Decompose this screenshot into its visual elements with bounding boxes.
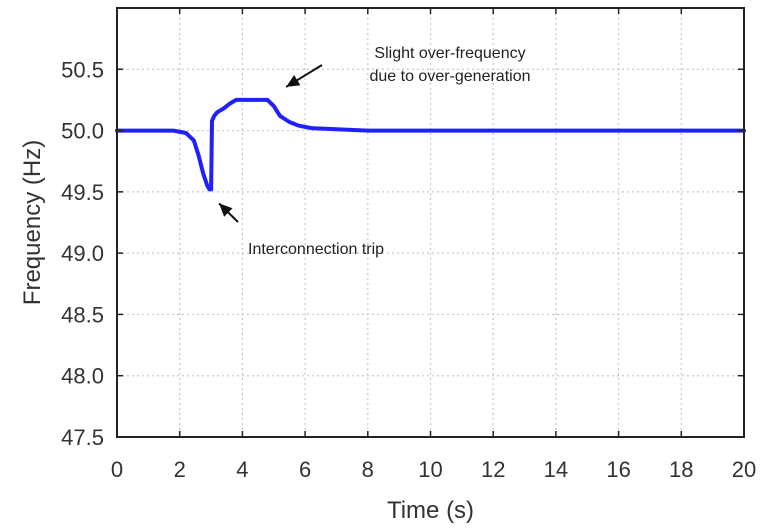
y-tick-label: 49.5 [61,180,104,205]
y-tick-label: 50.0 [61,119,104,144]
annotations: Slight over-frequency due to over-generat… [218,45,531,258]
annotation-arrow-interconnection-trip [218,202,239,223]
x-axis-title: Time (s) [387,497,474,524]
annotation-arrow-over-frequency [285,64,323,88]
x-tick-label: 14 [544,457,568,482]
x-tick-label: 6 [299,457,311,482]
tick-marks [116,8,745,438]
x-tick-labels: 0 2 4 6 8 10 12 14 16 18 20 [111,457,756,482]
x-tick-label: 12 [481,457,505,482]
grid-lines [117,8,744,437]
x-tick-label: 18 [669,457,693,482]
y-tick-labels: 47.5 48.0 48.5 49.0 49.5 50.0 50.5 [61,57,104,450]
series-layer [115,97,746,192]
x-tick-label: 10 [418,457,442,482]
y-tick-label: 47.5 [61,425,104,450]
x-tick-label: 4 [236,457,248,482]
y-tick-label: 49.0 [61,241,104,266]
frequency-series-line [115,97,746,192]
x-tick-label: 20 [732,457,756,482]
y-tick-label: 48.5 [61,302,104,327]
x-tick-label: 0 [111,457,123,482]
x-tick-label: 2 [174,457,186,482]
annotation-over-frequency: Slight over-frequency due to over-generat… [370,45,531,85]
y-tick-label: 50.5 [61,57,104,82]
y-axis-title: Frequency (Hz) [19,140,46,305]
annotation-interconnection-trip: Interconnection trip [248,241,384,258]
x-tick-label: 8 [362,457,374,482]
x-tick-label: 16 [606,457,630,482]
y-tick-label: 48.0 [61,364,104,389]
